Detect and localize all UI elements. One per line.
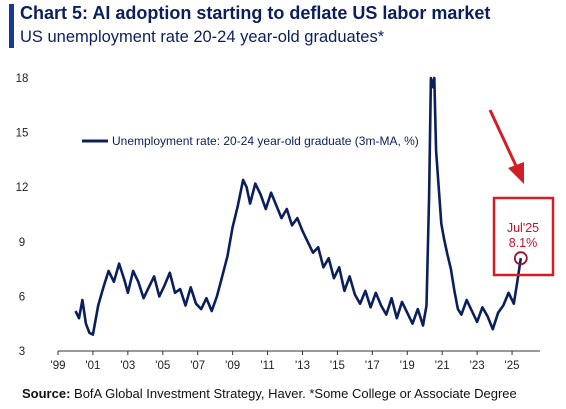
axes — [57, 350, 540, 355]
legend-label: Unemployment rate: 20-24 year-old gradua… — [112, 134, 419, 148]
annotation-value: 8.1% — [509, 236, 538, 250]
chart-subtitle: US unemployment rate 20-24 year-old grad… — [20, 28, 385, 46]
legend: Unemployment rate: 20-24 year-old gradua… — [82, 134, 419, 148]
x-tick-label: '99 — [51, 360, 66, 372]
pointer-arrow-shaft — [488, 109, 519, 169]
y-tick-label: 3 — [19, 346, 25, 358]
y-tick-label: 18 — [16, 73, 29, 85]
y-tick-label: 9 — [19, 237, 25, 249]
x-tick-label: '13 — [295, 360, 310, 372]
x-tick-label: '07 — [190, 360, 205, 372]
x-tick-label: '25 — [505, 360, 520, 372]
x-tick-label: '05 — [155, 360, 170, 372]
x-tick-label: '19 — [400, 360, 415, 372]
series-line-unemployment — [74, 76, 523, 336]
x-tick-label: '15 — [330, 360, 345, 372]
y-tick-label: 15 — [16, 128, 29, 140]
x-tick-label: '21 — [435, 360, 450, 372]
x-tick-label: '23 — [470, 360, 485, 372]
pointer-arrow-head — [508, 162, 524, 184]
x-tick-label: '17 — [365, 360, 380, 372]
y-tick-label: 12 — [16, 182, 29, 194]
chart-title: Chart 5: AI adoption starting to deflate… — [20, 3, 491, 23]
highlight-annotation: Jul'25 8.1% — [488, 109, 555, 277]
source-label: Source: — [22, 386, 71, 401]
source-text: BofA Global Investment Strategy, Haver. … — [70, 386, 517, 401]
y-tick-label: 6 — [19, 291, 25, 303]
annotation-month: Jul'25 — [507, 221, 539, 235]
tick-labels: '99 '01 '03 '05 '07 '09 '11 '13 '15 '17 '19 '21 '23 '… — [16, 73, 520, 372]
source-note: Source: BofA Global Investment Strategy,… — [22, 386, 517, 401]
x-tick-label: '01 — [85, 360, 100, 372]
annotation-marker — [513, 251, 528, 266]
x-tick-label: '09 — [225, 360, 240, 372]
x-tick-label: '03 — [120, 360, 135, 372]
title-accent-bar — [9, 4, 14, 48]
highlight-box — [492, 196, 555, 277]
x-tick-label: '11 — [260, 360, 274, 372]
